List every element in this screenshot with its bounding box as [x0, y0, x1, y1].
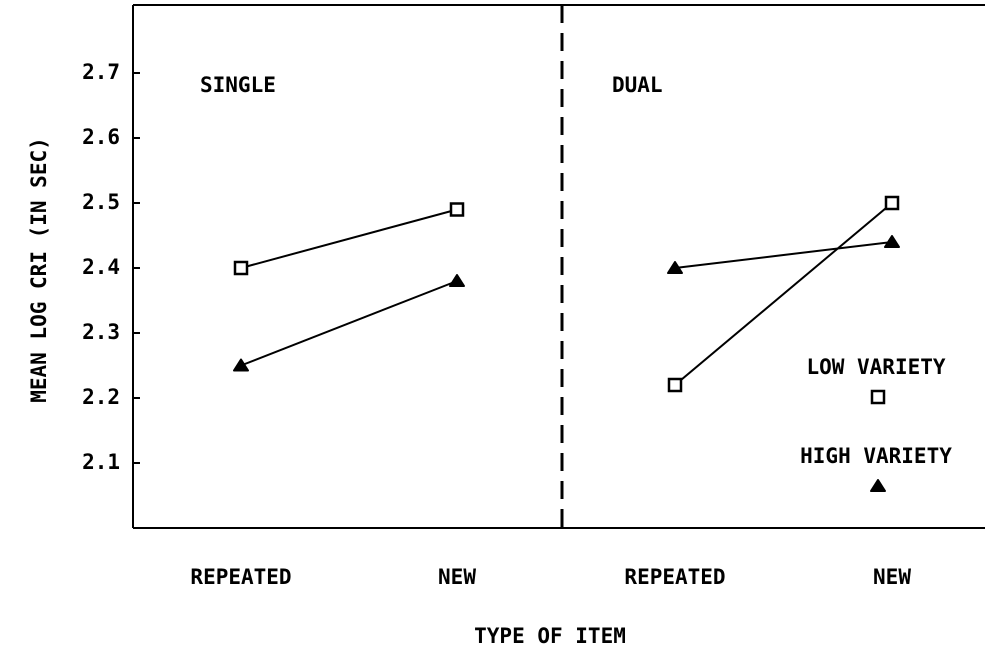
legend-label: HIGH VARIETY	[800, 444, 952, 468]
data-point	[449, 202, 465, 217]
data-point	[233, 358, 249, 372]
y-tick-label: 2.4	[82, 255, 120, 279]
series-line	[240, 280, 458, 367]
x-axis-title: TYPE OF ITEM	[474, 624, 626, 648]
legend-marker	[870, 389, 886, 405]
series-line	[674, 202, 893, 386]
x-tick-label: NEW	[438, 565, 476, 589]
y-tick-label: 2.1	[82, 450, 120, 474]
y-tick-label: 2.6	[82, 125, 120, 149]
panel-label: SINGLE	[200, 73, 276, 97]
data-point	[449, 274, 465, 287]
x-tick-label: REPEATED	[624, 565, 725, 589]
series-line	[674, 241, 893, 269]
data-point	[884, 235, 900, 248]
x-tick-label: REPEATED	[190, 565, 291, 589]
data-point	[884, 195, 900, 211]
y-axis-title: MEAN LOG CRI (IN SEC)	[27, 137, 51, 403]
data-point	[667, 377, 683, 393]
y-tick-label: 2.3	[82, 320, 120, 344]
y-tick-label: 2.2	[82, 385, 120, 409]
panel-label: DUAL	[612, 73, 663, 97]
legend-label: LOW VARIETY	[806, 355, 945, 379]
y-tick-label: 2.7	[82, 60, 120, 84]
data-point	[233, 260, 249, 276]
x-tick-label: NEW	[873, 565, 911, 589]
legend-marker	[870, 479, 886, 492]
series-line	[240, 208, 458, 269]
data-point	[667, 261, 683, 274]
y-tick-label: 2.5	[82, 190, 120, 214]
